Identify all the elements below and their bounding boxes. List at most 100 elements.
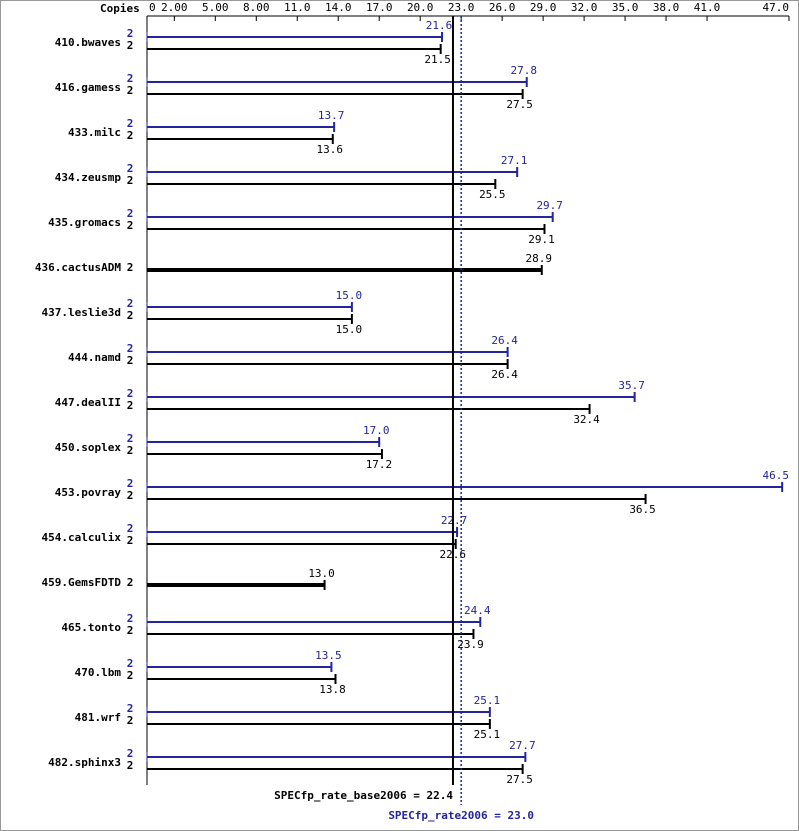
benchmark-label: 410.bwaves: [55, 36, 121, 49]
benchmark-label: 444.namd: [68, 351, 121, 364]
value-label: 28.9: [526, 252, 553, 265]
value-label: 24.4: [464, 604, 491, 617]
copies-label: 2: [127, 207, 134, 220]
copies-label: 2: [127, 174, 134, 187]
value-label: 27.8: [510, 64, 537, 77]
value-label: 25.5: [479, 188, 506, 201]
value-label: 13.8: [319, 683, 346, 696]
value-label: 15.0: [336, 289, 363, 302]
copies-label: 2: [127, 432, 134, 445]
value-label: 17.2: [366, 458, 393, 471]
value-label: 29.7: [536, 199, 563, 212]
benchmark-label: 447.dealII: [55, 396, 121, 409]
benchmark-label: 436.cactusADM: [35, 261, 121, 274]
copies-label: 2: [127, 72, 134, 85]
copies-label: 2: [127, 624, 134, 637]
copies-label: 2: [127, 759, 134, 772]
value-label: 27.5: [506, 773, 533, 786]
copies-label: 2: [127, 354, 134, 367]
value-label: 21.5: [424, 53, 451, 66]
copies-label: 2: [127, 219, 134, 232]
x-tick-label: 17.0: [366, 1, 393, 14]
value-label: 22.7: [441, 514, 468, 527]
copies-label: 2: [127, 27, 134, 40]
copies-label: 2: [127, 297, 134, 310]
copies-label: 2: [127, 387, 134, 400]
summary-label: SPECfp_rate_base2006 = 22.4: [274, 789, 453, 802]
benchmark-label: 482.sphinx3: [48, 756, 121, 769]
copies-label: 2: [127, 477, 134, 490]
benchmark-label: 433.milc: [68, 126, 121, 139]
summary-label: SPECfp_rate2006 = 23.0: [388, 809, 534, 822]
value-label: 46.5: [763, 469, 790, 482]
x-tick-label: 14.0: [325, 1, 352, 14]
x-tick-label: 32.0: [571, 1, 598, 14]
value-label: 26.4: [491, 368, 518, 381]
copies-label: 2: [127, 657, 134, 670]
benchmark-label: 481.wrf: [75, 711, 121, 724]
value-label: 23.9: [457, 638, 484, 651]
copies-label: 2: [127, 342, 134, 355]
x-tick-label: 26.0: [489, 1, 516, 14]
value-label: 21.6: [426, 19, 453, 32]
value-label: 13.0: [308, 567, 335, 580]
copies-label: 2: [127, 747, 134, 760]
copies-label: 2: [127, 399, 134, 412]
copies-label: 2: [127, 309, 134, 322]
benchmark-label: 459.GemsFDTD: [42, 576, 122, 589]
x-tick-label: 0: [149, 1, 156, 14]
x-tick-label: 5.00: [202, 1, 229, 14]
benchmark-label: 470.lbm: [75, 666, 122, 679]
value-label: 25.1: [474, 694, 501, 707]
value-label: 13.5: [315, 649, 342, 662]
value-label: 35.7: [618, 379, 645, 392]
benchmark-label: 437.leslie3d: [42, 306, 121, 319]
copies-label: 2: [127, 117, 134, 130]
x-tick-label: 8.00: [243, 1, 270, 14]
copies-label: 2: [127, 534, 134, 547]
benchmark-label: 435.gromacs: [48, 216, 121, 229]
benchmark-label: 450.soplex: [55, 441, 122, 454]
value-label: 26.4: [491, 334, 518, 347]
copies-label: 2: [127, 261, 134, 274]
copies-label: 2: [127, 489, 134, 502]
value-label: 36.5: [629, 503, 656, 516]
copies-label: 2: [127, 84, 134, 97]
x-tick-label: 20.0: [407, 1, 434, 14]
value-label: 29.1: [528, 233, 555, 246]
x-tick-label: 29.0: [530, 1, 557, 14]
copies-label: 2: [127, 714, 134, 727]
benchmark-label: 454.calculix: [42, 531, 122, 544]
copies-label: 2: [127, 522, 134, 535]
benchmark-label: 465.tonto: [61, 621, 121, 634]
value-label: 32.4: [573, 413, 600, 426]
x-tick-label: 11.0: [284, 1, 311, 14]
copies-header: Copies: [100, 2, 140, 15]
copies-label: 2: [127, 444, 134, 457]
value-label: 13.7: [318, 109, 345, 122]
value-label: 13.6: [317, 143, 344, 156]
benchmark-label: 453.povray: [55, 486, 122, 499]
value-label: 17.0: [363, 424, 390, 437]
value-label: 27.1: [501, 154, 528, 167]
benchmark-label: 434.zeusmp: [55, 171, 122, 184]
copies-label: 2: [127, 576, 134, 589]
value-label: 15.0: [336, 323, 363, 336]
x-tick-label: 41.0: [694, 1, 721, 14]
value-label: 27.5: [506, 98, 533, 111]
x-tick-label: 38.0: [653, 1, 680, 14]
x-tick-label: 2.00: [161, 1, 188, 14]
copies-label: 2: [127, 702, 134, 715]
x-tick-label: 47.0: [763, 1, 790, 14]
copies-label: 2: [127, 612, 134, 625]
copies-label: 2: [127, 162, 134, 175]
copies-label: 2: [127, 39, 134, 52]
x-tick-label: 23.0: [448, 1, 475, 14]
value-label: 25.1: [474, 728, 501, 741]
value-label: 27.7: [509, 739, 536, 752]
x-tick-label: 35.0: [612, 1, 639, 14]
copies-label: 2: [127, 669, 134, 682]
